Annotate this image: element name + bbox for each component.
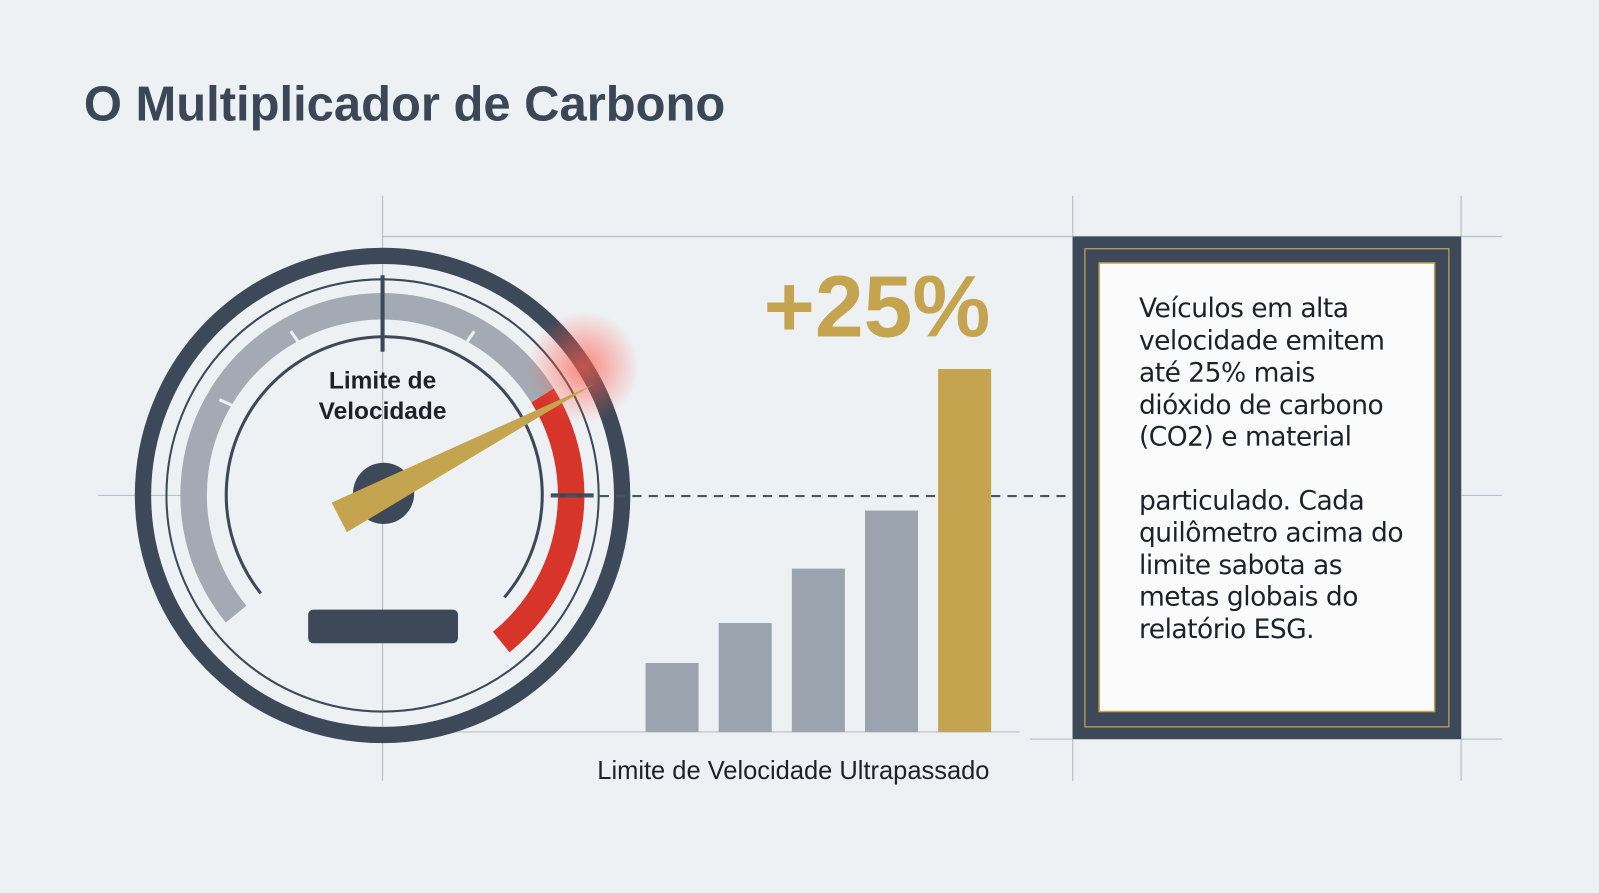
- bar: [718, 623, 772, 732]
- bar-chart: +25% Limite de Velocidade Ultrapassado: [550, 257, 1073, 785]
- gauge-label: Limite de: [329, 367, 436, 394]
- bar: [791, 568, 845, 732]
- bar: [645, 662, 699, 732]
- gauge-label: Velocidade: [319, 398, 447, 425]
- annotation: +25%: [764, 257, 991, 355]
- title: O Multiplicador de Carbono: [84, 77, 725, 131]
- paragraph: particulado. Cada quilômetro acima do li…: [1138, 485, 1404, 645]
- text-box-body: Veículos em alta velocidade emitem até 2…: [1138, 293, 1404, 645]
- speedometer: Limite de Velocidade: [134, 247, 640, 744]
- x-axis-label: Limite de Velocidade Ultrapassado: [597, 757, 989, 785]
- bar: [938, 369, 992, 732]
- text-box: Veículos em alta velocidade emitem até 2…: [1072, 236, 1462, 740]
- paragraph: Veículos em alta velocidade emitem até 2…: [1138, 293, 1385, 453]
- bar: [864, 510, 919, 732]
